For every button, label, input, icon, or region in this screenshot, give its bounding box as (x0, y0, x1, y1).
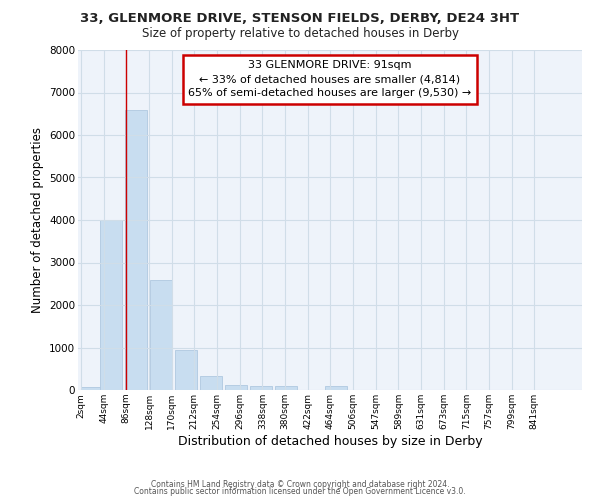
Bar (100, 220, 122, 390)
Text: 33, GLENMORE DRIVE, STENSON FIELDS, DERBY, DE24 3HT: 33, GLENMORE DRIVE, STENSON FIELDS, DERB… (80, 12, 520, 26)
Bar (325, 386, 347, 390)
Text: 33 GLENMORE DRIVE: 91sqm
← 33% of detached houses are smaller (4,814)
65% of sem: 33 GLENMORE DRIVE: 91sqm ← 33% of detach… (188, 60, 472, 98)
Bar (275, 386, 297, 390)
Bar (225, 385, 247, 390)
Bar (81, 387, 103, 390)
X-axis label: Distribution of detached houses by size in Derby: Distribution of detached houses by size … (178, 434, 482, 448)
Text: Contains HM Land Registry data © Crown copyright and database right 2024.: Contains HM Land Registry data © Crown c… (151, 480, 449, 489)
Bar (250, 386, 272, 390)
Bar (200, 376, 222, 390)
Y-axis label: Number of detached properties: Number of detached properties (31, 127, 44, 313)
Bar (175, 350, 197, 390)
Text: Size of property relative to detached houses in Derby: Size of property relative to detached ho… (142, 28, 458, 40)
Bar (150, 280, 172, 390)
Text: Contains public sector information licensed under the Open Government Licence v3: Contains public sector information licen… (134, 487, 466, 496)
Bar (125, 110, 147, 390)
